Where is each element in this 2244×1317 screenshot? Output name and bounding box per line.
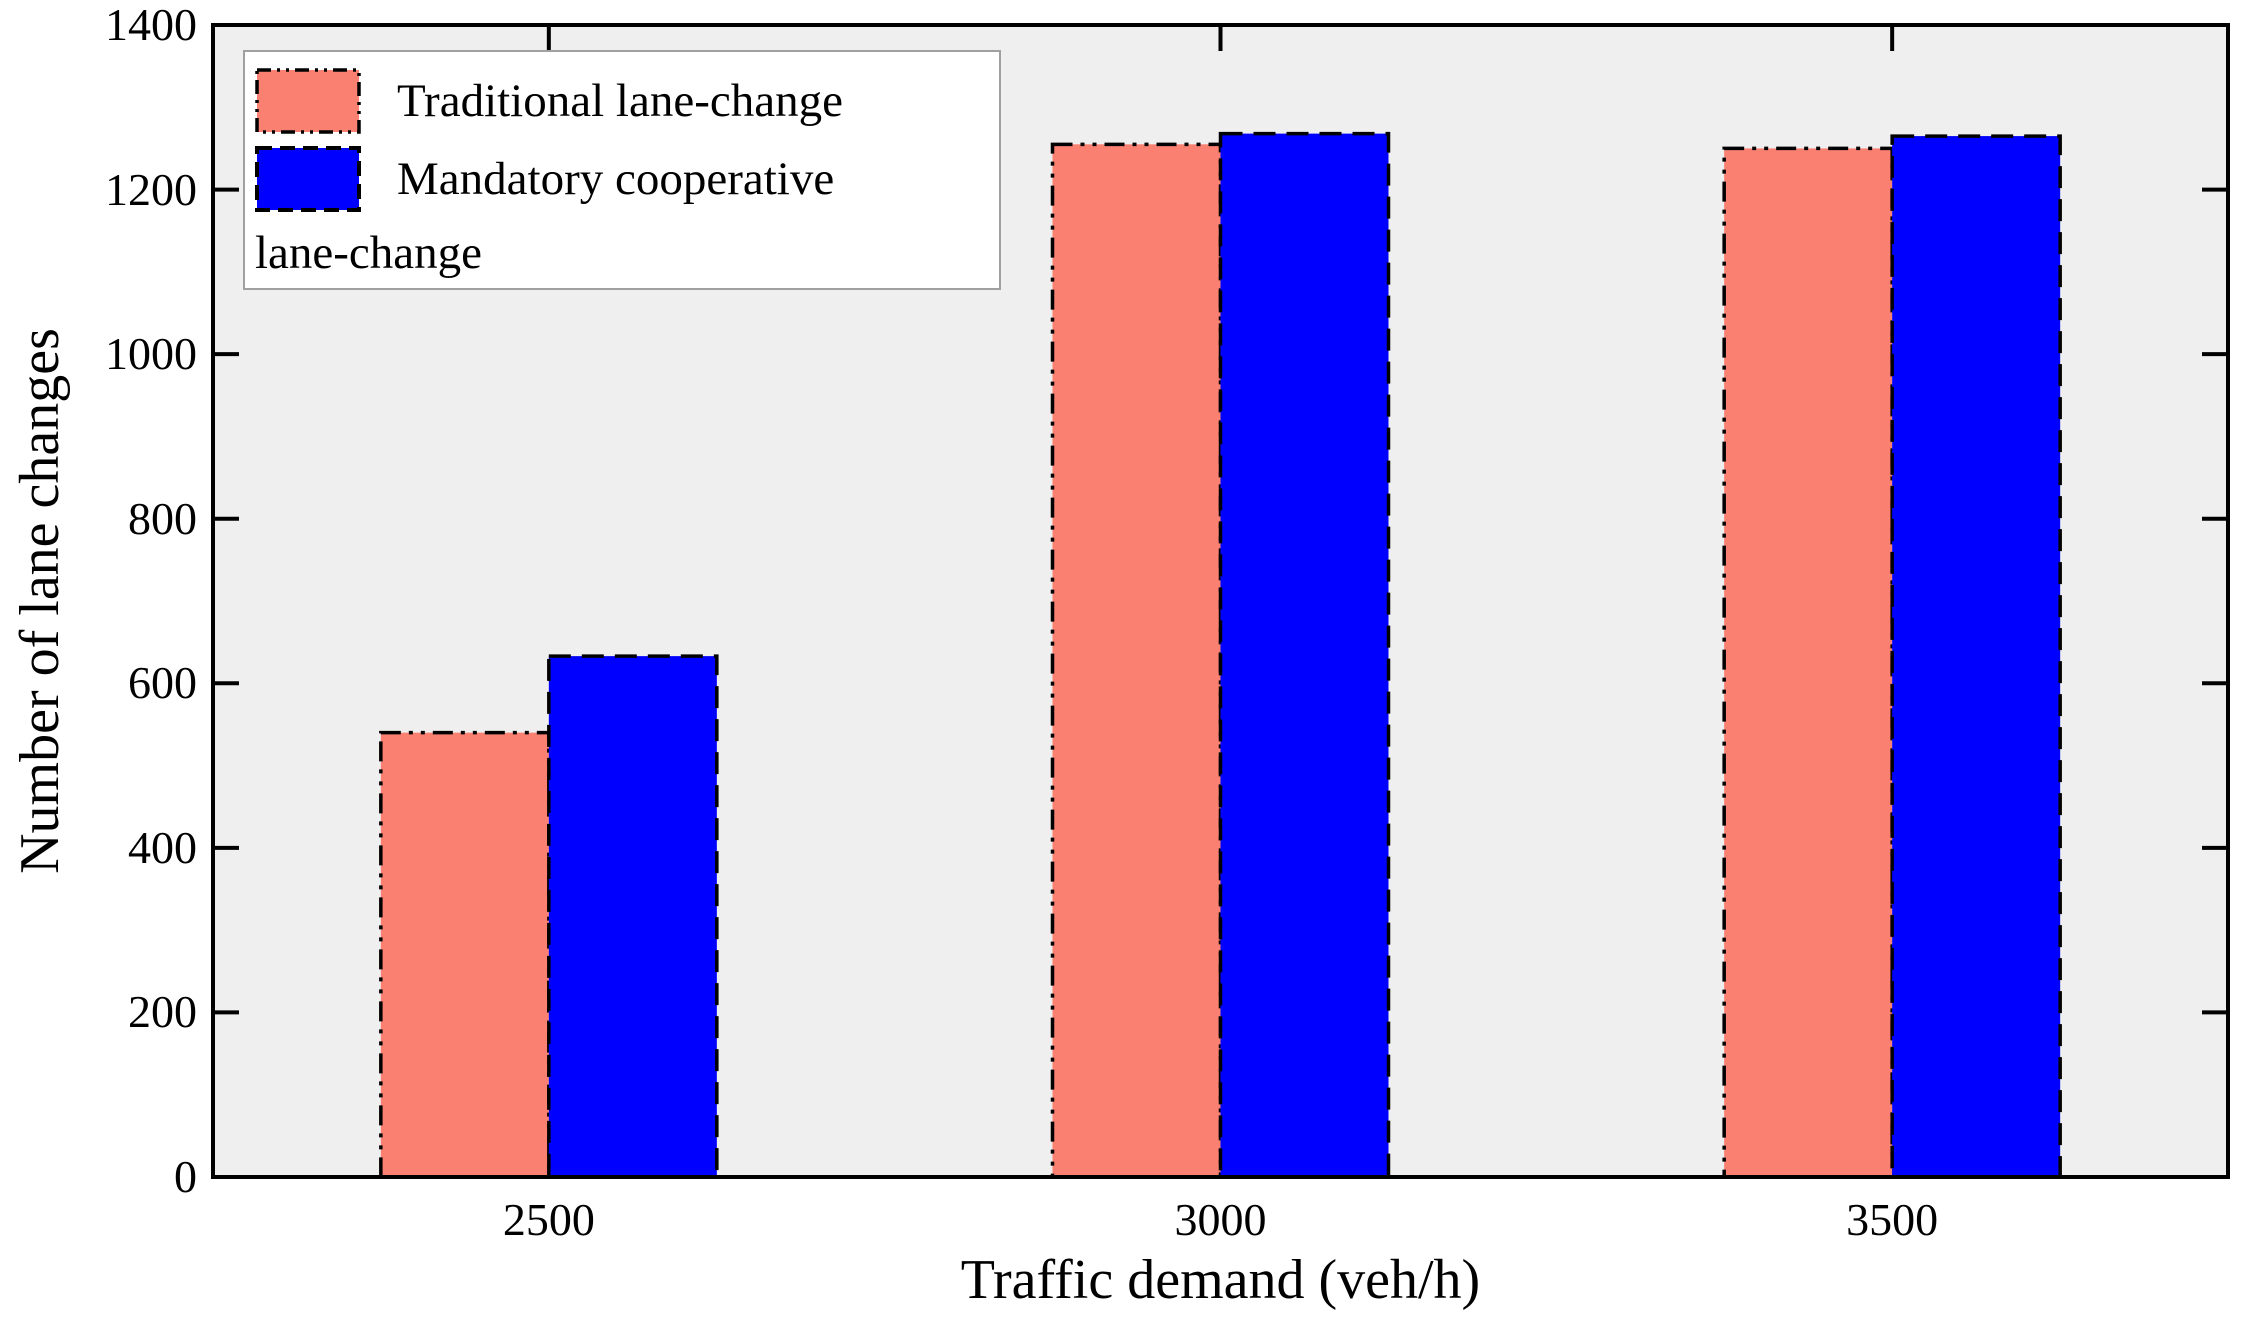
bar-mandatory-3000 bbox=[1218, 131, 1391, 1179]
bar-mandatory-2500 bbox=[547, 654, 719, 1179]
legend-label-traditional: Traditional lane-change bbox=[397, 75, 843, 127]
y-tick-label-800: 800 bbox=[128, 492, 197, 544]
bar-traditional-2500 bbox=[379, 730, 551, 1179]
bar-mandatory-3500 bbox=[1890, 134, 2062, 1179]
legend-label-mandatory-line3: lane-change bbox=[255, 227, 483, 279]
y-tick-label-400: 400 bbox=[128, 821, 197, 873]
plot-frame bbox=[211, 23, 2230, 1179]
legend-row-mandatory: Mandatory cooperative bbox=[255, 140, 987, 218]
mandatory-swatch-icon bbox=[255, 146, 361, 212]
y-tick-label-1400: 1400 bbox=[105, 0, 197, 50]
x-tick-label-3000: 3000 bbox=[1174, 1194, 1267, 1245]
x-tick-label-2500: 2500 bbox=[502, 1194, 595, 1245]
y-tick-label-0: 0 bbox=[174, 1151, 197, 1202]
traditional-swatch-icon bbox=[255, 68, 361, 134]
y-tick-label-1200: 1200 bbox=[105, 163, 197, 215]
bar-traditional-3500 bbox=[1722, 146, 1894, 1179]
legend-row-mandatory-wrap: lane-change bbox=[255, 218, 987, 288]
y-tick-label-600: 600 bbox=[128, 657, 197, 709]
y-tick-label-200: 200 bbox=[128, 986, 197, 1038]
x-tick-label-3500: 3500 bbox=[1846, 1194, 1939, 1245]
y-tick-label-1000: 1000 bbox=[105, 328, 197, 380]
y-axis-title: Number of lane changes bbox=[9, 328, 71, 874]
legend: Traditional lane-change Mandatory cooper… bbox=[243, 50, 1001, 290]
bar-traditional-3000 bbox=[1050, 142, 1223, 1179]
legend-label-mandatory-line2: Mandatory cooperative bbox=[397, 153, 835, 205]
x-axis-title: Traffic demand (veh/h) bbox=[960, 1249, 1481, 1311]
legend-row-traditional: Traditional lane-change bbox=[255, 62, 987, 140]
